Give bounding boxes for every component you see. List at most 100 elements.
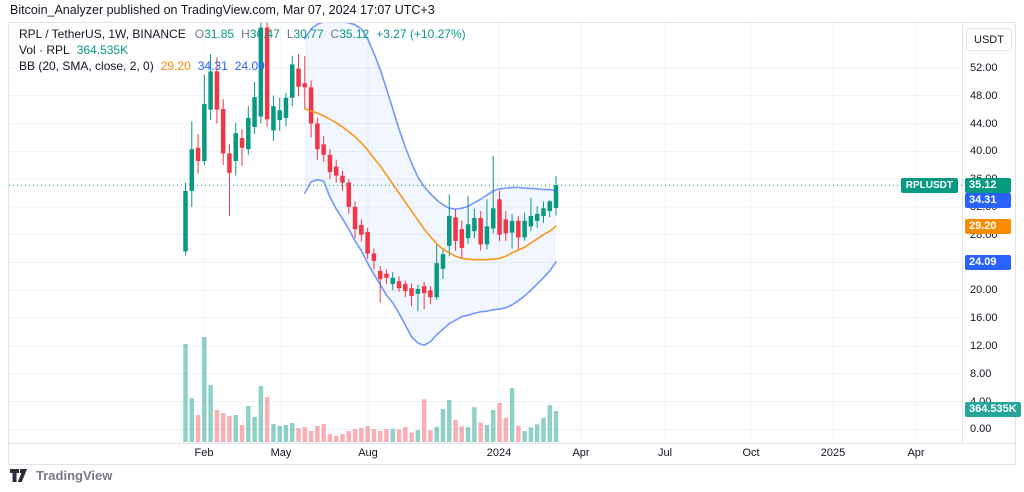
time-axis-label: Feb xyxy=(194,447,214,459)
volume-bar xyxy=(415,430,421,442)
volume-bar xyxy=(390,428,395,442)
volume-bar xyxy=(522,430,527,442)
legend-close-value: 35.12 xyxy=(339,27,370,41)
candle-body xyxy=(252,97,257,127)
volume-bar xyxy=(497,403,502,442)
volume-bar xyxy=(308,430,314,442)
volume-bar xyxy=(208,384,213,442)
candle-body xyxy=(409,288,414,296)
volume-bar xyxy=(321,424,326,442)
tradingview-logo-icon xyxy=(10,469,27,482)
volume-bar xyxy=(377,430,383,442)
bollinger-fill xyxy=(304,23,557,346)
candle-body xyxy=(214,71,220,110)
tradingview-logo-link[interactable]: TradingView xyxy=(10,468,112,483)
price-tick-label: 48.00 xyxy=(970,89,998,102)
volume-bar xyxy=(440,408,446,442)
price-axis-badge: 34.31 xyxy=(965,193,1011,208)
legend-bb-row: BB (20, SMA, close, 2, 0) 29.20 34.31 24.09 xyxy=(19,59,466,74)
volume-bar xyxy=(264,397,270,442)
candle-body xyxy=(277,110,282,121)
legend-change-value: +3.27 (+10.27%) xyxy=(376,27,466,41)
candle-body xyxy=(308,87,314,124)
candle-body xyxy=(195,147,201,162)
price-axis-badge: 35.12 xyxy=(965,177,1011,193)
volume-bar xyxy=(246,405,251,442)
volume-bar xyxy=(503,417,509,442)
candle-body xyxy=(208,71,213,110)
currency-toggle-button[interactable]: USDT xyxy=(966,28,1012,51)
time-axis-label: Aug xyxy=(358,447,378,459)
candle-body xyxy=(290,64,295,98)
volume-bar xyxy=(421,399,427,442)
candle-body xyxy=(534,213,540,221)
time-axis-label: Apr xyxy=(572,447,590,459)
candle-body xyxy=(547,201,552,212)
time-axis-label: Apr xyxy=(907,447,925,459)
volume-bar xyxy=(490,409,496,442)
candle-body xyxy=(365,231,370,254)
attribution-text: Bitcoin_Analyzer published on TradingVie… xyxy=(10,3,435,17)
volume-bar xyxy=(541,417,546,442)
volume-bar xyxy=(453,419,458,442)
price-tick-label: 0.00 xyxy=(970,423,992,436)
volume-bar xyxy=(409,432,414,442)
legend-open-value: 31.85 xyxy=(204,27,235,41)
candle-body xyxy=(403,284,408,291)
price-chart-canvas[interactable]: RPL / TetherUS, 1W, BINANCE O31.85 H36.47 L… xyxy=(9,23,962,443)
volume-bar xyxy=(315,425,320,442)
price-axis[interactable]: USDT 0.004.008.0012.0016.0020.0024.0028.… xyxy=(962,23,1021,443)
volume-bar xyxy=(434,426,439,442)
legend-symbol: RPL / TetherUS, 1W, BINANCE xyxy=(19,27,186,41)
price-axis-badge: 29.20 xyxy=(965,219,1011,234)
chart-legend: RPL / TetherUS, 1W, BINANCE O31.85 H36.47 L… xyxy=(19,27,466,75)
candle-body xyxy=(371,253,377,262)
tradingview-logo-text: TradingView xyxy=(36,468,113,483)
volume-bar xyxy=(189,398,195,442)
candle-body xyxy=(384,273,389,278)
bollinger-basis-line xyxy=(304,108,557,261)
price-tick-label: 44.00 xyxy=(970,117,998,130)
legend-symbol-row: RPL / TetherUS, 1W, BINANCE O31.85 H36.47 L… xyxy=(19,27,466,42)
candle-body xyxy=(271,106,276,131)
volume-bar xyxy=(553,411,559,442)
price-tick-label: 8.00 xyxy=(970,367,992,380)
candle-body xyxy=(220,108,226,154)
time-axis-label: 2024 xyxy=(486,447,512,459)
candle-body xyxy=(183,190,188,252)
time-axis[interactable]: Feb May Aug 2024 Apr Jul Oct 2025 Apr xyxy=(9,443,1015,465)
volume-bar xyxy=(290,423,295,442)
legend-bb-lower-value: 24.09 xyxy=(234,59,265,73)
price-tick-label: 20.00 xyxy=(970,284,998,297)
volume-bar xyxy=(403,427,408,442)
volume-bar xyxy=(239,424,245,442)
candle-body xyxy=(421,286,427,294)
candle-body xyxy=(340,175,345,183)
candle-body xyxy=(490,208,496,229)
candle-body xyxy=(447,215,452,246)
candle-body xyxy=(528,215,534,227)
volume-bar xyxy=(333,435,339,442)
time-axis-label: Jul xyxy=(657,447,673,459)
candle-body xyxy=(239,138,245,148)
candle-body xyxy=(283,97,289,118)
time-axis-label: 2025 xyxy=(820,447,846,459)
chart-container: RPL / TetherUS, 1W, BINANCE O31.85 H36.47 L… xyxy=(8,22,1021,465)
legend-volume-label: Vol · RPL xyxy=(19,43,70,57)
candle-body xyxy=(333,166,339,176)
legend-high-value: 36.47 xyxy=(249,27,280,41)
chart-svg xyxy=(9,23,962,443)
volume-bar xyxy=(484,425,490,442)
candle-body xyxy=(352,206,358,230)
volume-bar xyxy=(352,429,358,442)
volume-bar xyxy=(516,425,521,442)
candle-body xyxy=(553,185,559,208)
volume-bar xyxy=(202,337,207,442)
volume-bar xyxy=(509,388,515,442)
volume-bar xyxy=(384,429,389,442)
candle-body xyxy=(296,68,301,87)
bollinger-lower-band xyxy=(304,178,557,347)
candle-body xyxy=(478,218,483,245)
candle-body xyxy=(390,277,395,285)
